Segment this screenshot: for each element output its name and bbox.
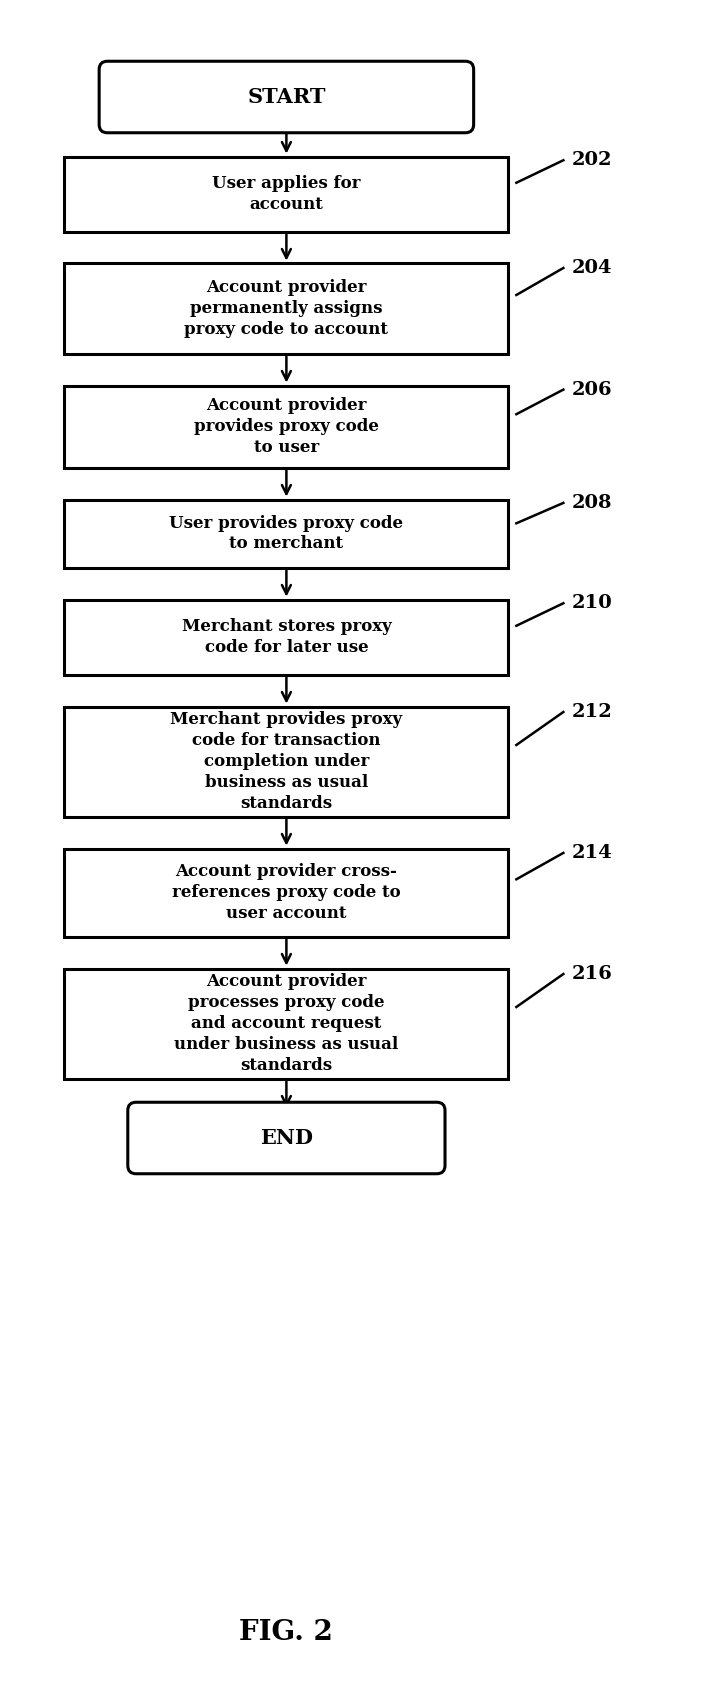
FancyBboxPatch shape	[64, 599, 508, 675]
FancyBboxPatch shape	[64, 849, 508, 936]
Text: 216: 216	[571, 965, 612, 984]
Text: 210: 210	[571, 594, 612, 612]
FancyBboxPatch shape	[99, 61, 474, 133]
Text: Account provider cross-
references proxy code to
user account: Account provider cross- references proxy…	[172, 864, 401, 921]
Text: 208: 208	[571, 494, 612, 511]
FancyBboxPatch shape	[64, 386, 508, 467]
Text: 212: 212	[571, 703, 612, 720]
Text: Merchant stores proxy
code for later use: Merchant stores proxy code for later use	[182, 617, 391, 656]
Text: 206: 206	[571, 381, 612, 398]
Text: Account provider
permanently assigns
proxy code to account: Account provider permanently assigns pro…	[185, 278, 388, 337]
FancyBboxPatch shape	[64, 968, 508, 1078]
Text: 204: 204	[571, 260, 612, 277]
Text: START: START	[247, 88, 326, 106]
FancyBboxPatch shape	[64, 707, 508, 817]
Text: END: END	[260, 1129, 313, 1147]
FancyBboxPatch shape	[64, 157, 508, 231]
Text: 202: 202	[571, 152, 612, 169]
Text: Account provider
processes proxy code
and account request
under business as usua: Account provider processes proxy code an…	[174, 973, 399, 1075]
Text: 214: 214	[571, 844, 612, 862]
FancyBboxPatch shape	[64, 263, 508, 354]
FancyBboxPatch shape	[64, 499, 508, 567]
Text: FIG. 2: FIG. 2	[239, 1618, 334, 1645]
FancyBboxPatch shape	[127, 1102, 445, 1174]
Text: User provides proxy code
to merchant: User provides proxy code to merchant	[170, 515, 403, 552]
Text: Account provider
provides proxy code
to user: Account provider provides proxy code to …	[194, 396, 379, 455]
Text: Merchant provides proxy
code for transaction
completion under
business as usual
: Merchant provides proxy code for transac…	[170, 712, 402, 811]
Text: User applies for
account: User applies for account	[212, 175, 361, 213]
